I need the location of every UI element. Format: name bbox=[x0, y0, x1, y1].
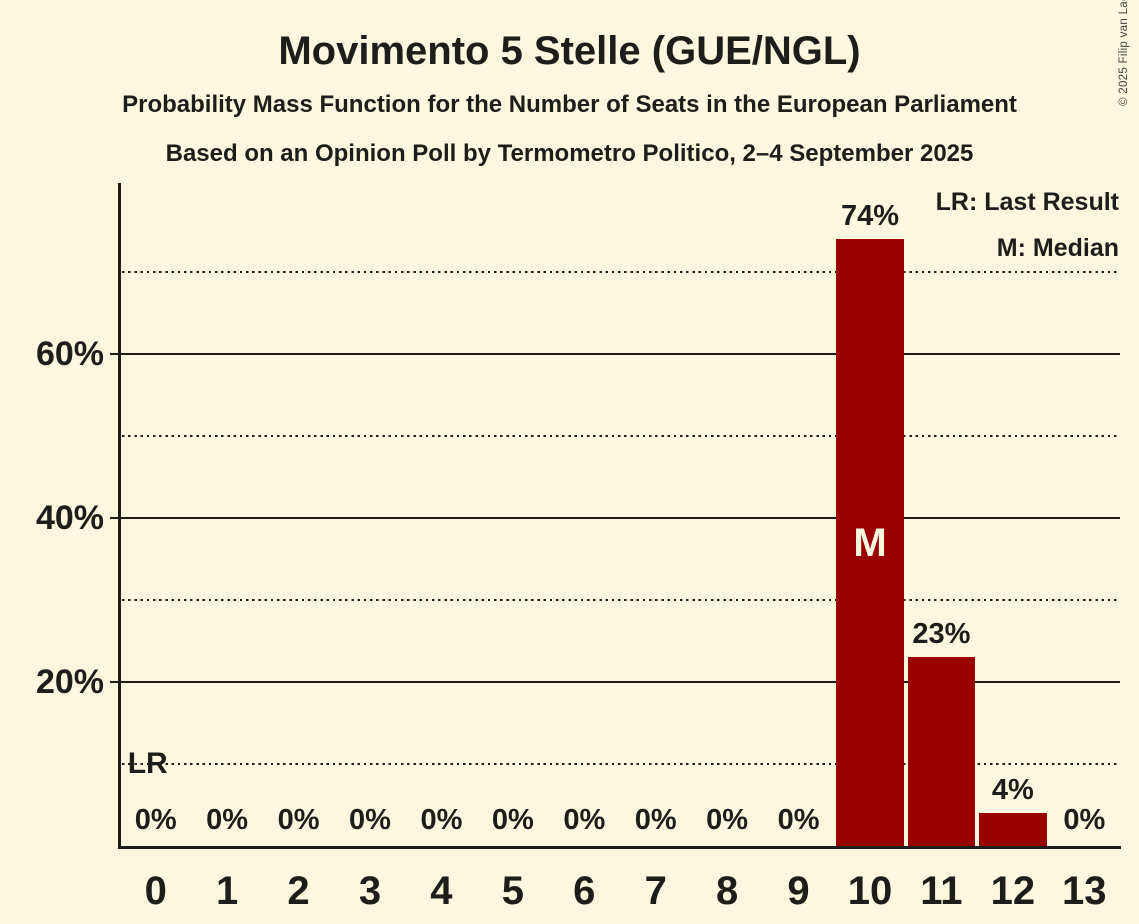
value-label-seat-2: 0% bbox=[277, 804, 320, 836]
x-axis-label-seat-0: 0 bbox=[144, 869, 167, 913]
y-axis-label-20pct: 20% bbox=[35, 663, 104, 701]
x-axis-label-seat-8: 8 bbox=[716, 869, 739, 913]
value-label-seat-11: 23% bbox=[912, 618, 971, 651]
x-axis-label-seat-9: 9 bbox=[787, 869, 810, 913]
x-axis-label-seat-5: 5 bbox=[501, 869, 524, 913]
gridline-solid-40pct bbox=[110, 517, 1120, 519]
value-label-seat-4: 0% bbox=[420, 804, 463, 836]
value-label-seat-12: 4% bbox=[991, 774, 1034, 807]
x-axis-label-seat-4: 4 bbox=[430, 869, 453, 913]
x-axis-label-seat-2: 2 bbox=[287, 869, 310, 913]
value-label-seat-3: 0% bbox=[349, 804, 391, 836]
gridline-dotted-50pct bbox=[122, 435, 1119, 438]
y-axis-label-40pct: 40% bbox=[35, 499, 104, 537]
last-result-marker: LR bbox=[127, 747, 168, 780]
copyright-notice: © 2025 Filip van Laenen bbox=[1118, 0, 1130, 106]
x-axis-label-seat-10: 10 bbox=[847, 869, 893, 913]
value-label-seat-6: 0% bbox=[563, 804, 606, 836]
gridline-dotted-30pct bbox=[122, 599, 1119, 602]
y-axis-label-60pct: 60% bbox=[35, 335, 104, 373]
value-label-seat-10: 74% bbox=[840, 200, 900, 233]
x-axis-label-seat-11: 11 bbox=[920, 869, 963, 913]
chart-subtitle-line2: Based on an Opinion Poll by Termometro P… bbox=[165, 140, 974, 167]
value-label-seat-0: 0% bbox=[134, 804, 177, 836]
value-label-seat-13: 0% bbox=[1063, 804, 1106, 836]
chart-subtitle-line1: Probability Mass Function for the Number… bbox=[122, 91, 1017, 118]
bar-seat-10 bbox=[836, 239, 904, 846]
gridline-solid-20pct bbox=[110, 681, 1120, 683]
value-label-seat-5: 0% bbox=[491, 804, 534, 836]
legend-median: M: Median bbox=[996, 234, 1119, 262]
x-axis-line bbox=[118, 846, 1121, 849]
gridline-solid-60pct bbox=[110, 353, 1120, 355]
value-label-seat-1: 0% bbox=[206, 804, 249, 836]
x-axis-label-seat-3: 3 bbox=[358, 869, 382, 913]
value-label-seat-9: 0% bbox=[777, 804, 820, 836]
chart-title: Movimento 5 Stelle (GUE/NGL) bbox=[278, 29, 861, 73]
value-label-seat-8: 0% bbox=[706, 804, 749, 836]
y-axis-line bbox=[118, 183, 121, 849]
bar-seat-11 bbox=[907, 657, 976, 846]
x-axis-label-seat-7: 7 bbox=[644, 869, 667, 913]
x-axis-label-seat-1: 1 bbox=[216, 869, 239, 913]
bar-seat-12 bbox=[979, 813, 1047, 846]
x-axis-label-seat-12: 12 bbox=[990, 869, 1036, 913]
x-axis-label-seat-6: 6 bbox=[573, 869, 596, 913]
x-axis-label-seat-13: 13 bbox=[1062, 869, 1107, 913]
gridline-dotted-10pct bbox=[122, 763, 1119, 766]
median-marker: M bbox=[853, 521, 887, 565]
gridline-dotted-70pct bbox=[122, 271, 1119, 274]
legend-last-result: LR: Last Result bbox=[935, 188, 1119, 216]
value-label-seat-7: 0% bbox=[634, 804, 677, 836]
